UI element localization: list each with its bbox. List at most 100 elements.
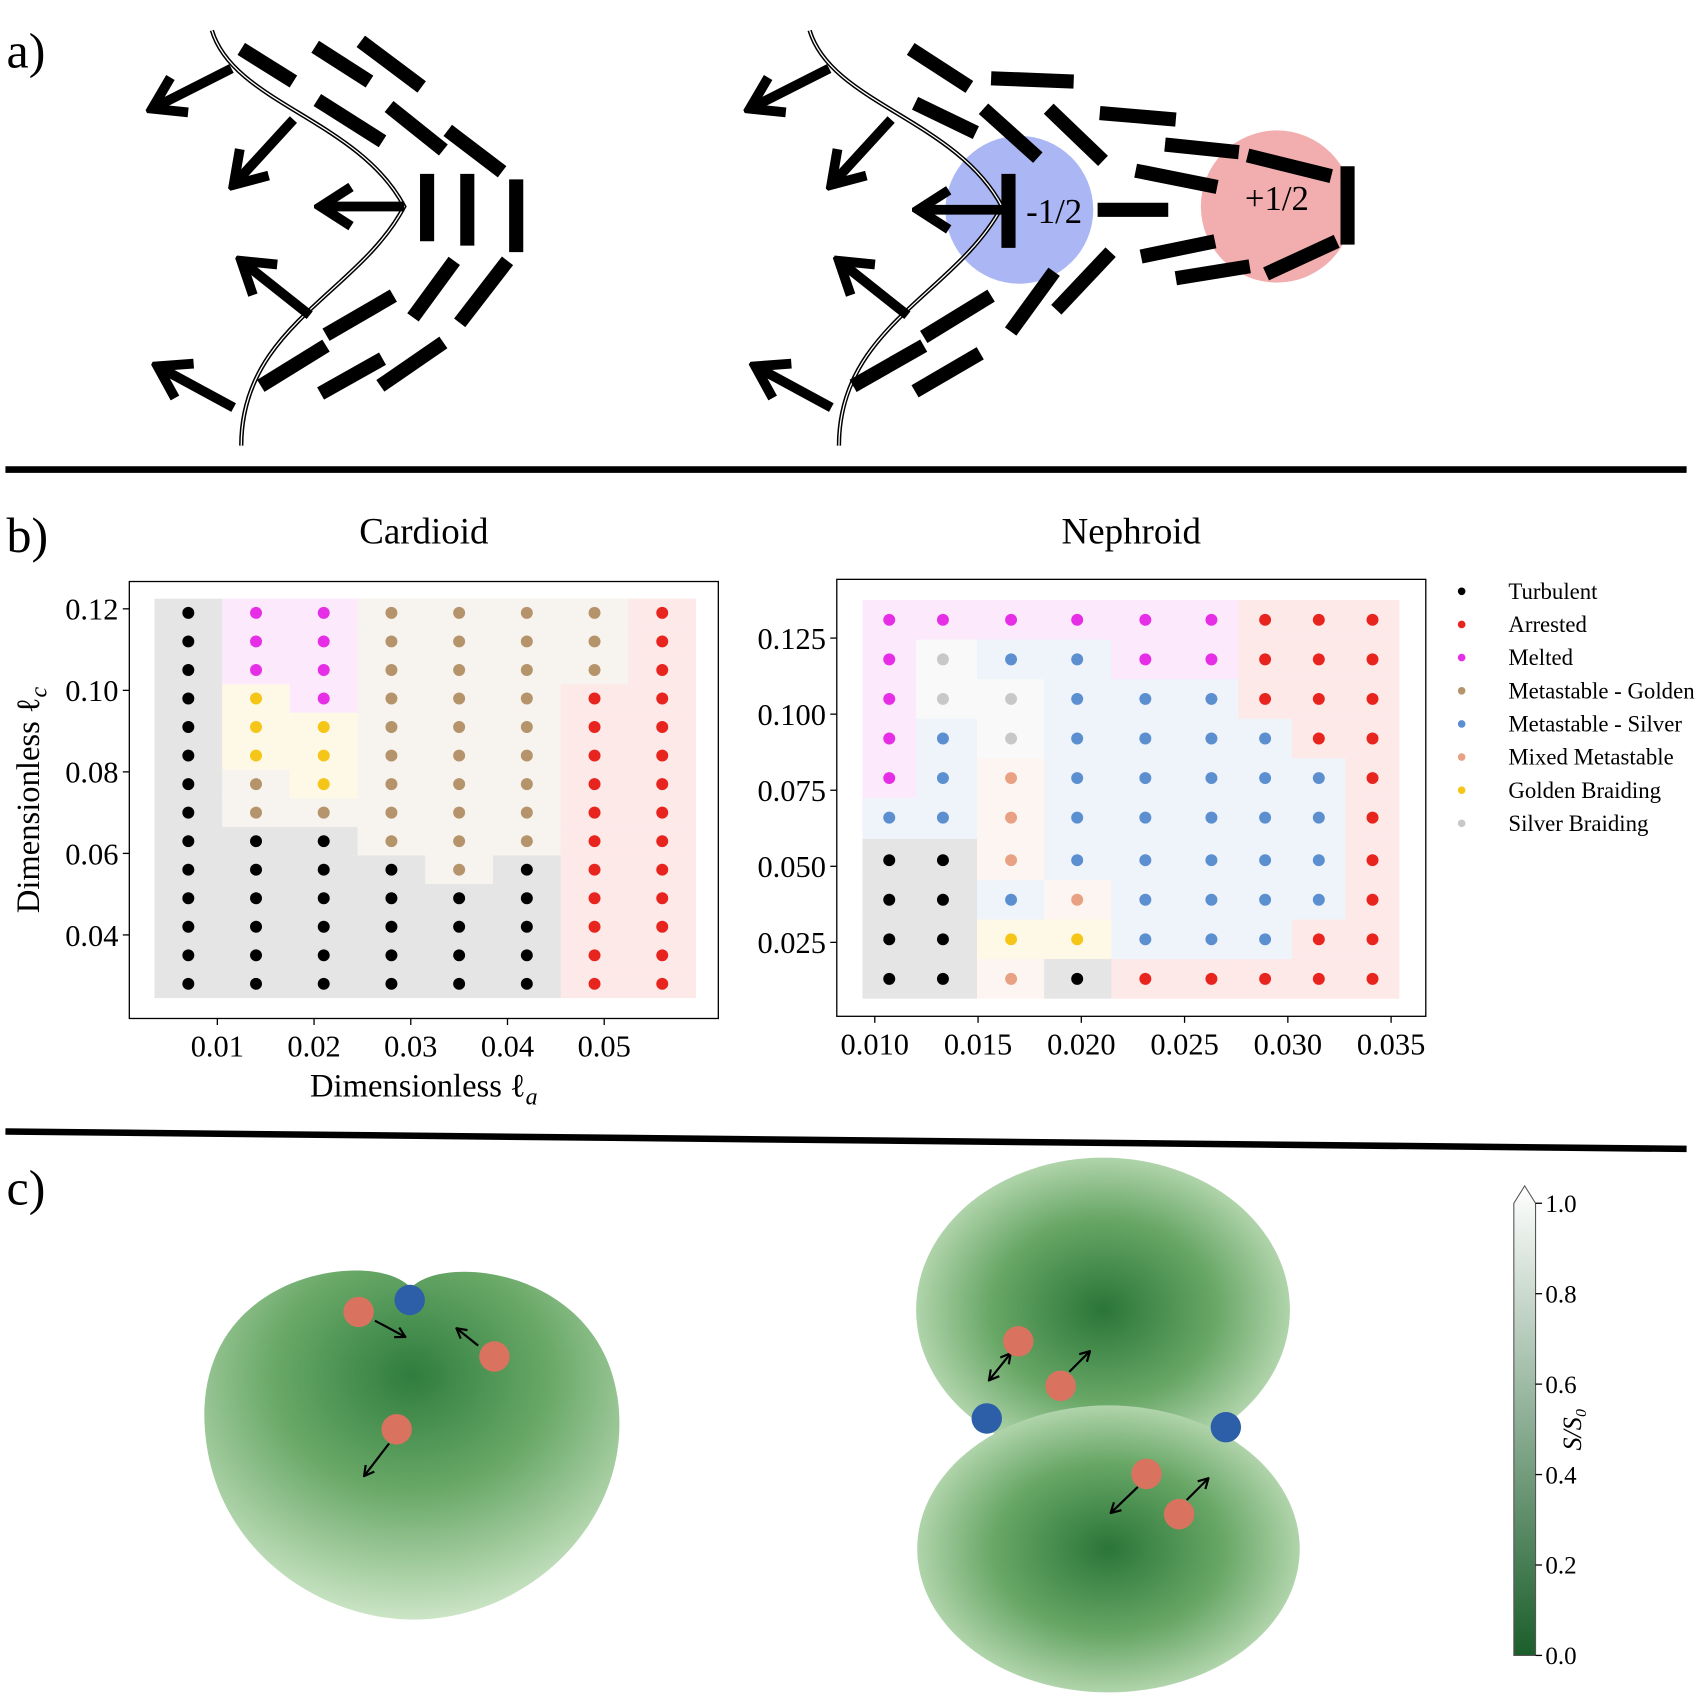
point [1205, 613, 1218, 626]
point [385, 721, 398, 734]
point [250, 663, 262, 676]
point [317, 806, 330, 819]
point [1366, 933, 1379, 946]
phase-regions [862, 600, 1400, 999]
legend-label: Golden Braiding [1508, 778, 1661, 803]
point [182, 806, 195, 819]
point [317, 778, 330, 791]
point [453, 977, 466, 990]
legend-swatch [1457, 720, 1466, 728]
point [1205, 854, 1218, 867]
point [588, 663, 601, 676]
point [250, 635, 262, 648]
point [453, 721, 466, 734]
legend-label: Metastable - Silver [1508, 712, 1682, 737]
point [656, 721, 669, 734]
point [520, 949, 533, 962]
points [182, 606, 669, 990]
point [588, 835, 601, 848]
x-tick-label: 0.035 [1357, 1027, 1425, 1061]
point [588, 863, 601, 876]
defect-label: +1/2 [1245, 179, 1309, 218]
x-tick-label: 0.04 [481, 1030, 534, 1064]
legend-label: Silver Braiding [1508, 811, 1648, 836]
panel-label: c) [7, 1159, 46, 1215]
point [936, 613, 949, 626]
point [1005, 613, 1018, 626]
legend-swatch [1457, 753, 1466, 761]
point [656, 863, 669, 876]
point [317, 920, 330, 933]
point [520, 920, 533, 933]
point [1139, 972, 1152, 985]
point [453, 920, 466, 933]
point [1071, 692, 1084, 705]
point [1139, 933, 1152, 946]
point [317, 721, 330, 734]
point [385, 778, 398, 791]
point [1071, 811, 1084, 824]
point [656, 835, 669, 848]
point [1005, 692, 1018, 705]
point [1259, 854, 1272, 867]
point [520, 977, 533, 990]
point [936, 692, 949, 705]
point [453, 863, 466, 876]
point [520, 606, 533, 619]
point [936, 653, 949, 666]
point [1205, 893, 1218, 906]
point [1071, 972, 1084, 985]
legend-label: Melted [1508, 645, 1573, 670]
point [1259, 893, 1272, 906]
point [453, 635, 466, 648]
y-tick-label: 0.04 [65, 919, 118, 953]
point [1366, 772, 1379, 785]
point [317, 863, 330, 876]
point [656, 949, 669, 962]
point [1205, 732, 1218, 745]
colorbar-tick-label: 0.2 [1545, 1553, 1576, 1580]
point [1312, 772, 1325, 785]
point [453, 835, 466, 848]
point [656, 635, 669, 648]
point [182, 835, 195, 848]
point [520, 806, 533, 819]
point [250, 778, 262, 791]
point [520, 721, 533, 734]
point [520, 835, 533, 848]
point [1366, 653, 1379, 666]
point [936, 772, 949, 785]
point [588, 977, 601, 990]
point [250, 721, 262, 734]
point [385, 663, 398, 676]
point [1005, 732, 1018, 745]
point [1259, 933, 1272, 946]
point [656, 663, 669, 676]
point [385, 920, 398, 933]
point [588, 892, 601, 905]
x-tick-label: 0.02 [287, 1030, 340, 1064]
point [1139, 613, 1152, 626]
point [883, 811, 896, 824]
point [883, 653, 896, 666]
point [250, 920, 262, 933]
point [883, 933, 896, 946]
point [1205, 933, 1218, 946]
point [1071, 893, 1084, 906]
point [1071, 732, 1084, 745]
point [385, 892, 398, 905]
chart-title: Nephroid [1062, 510, 1202, 551]
point [1071, 772, 1084, 785]
point [1139, 772, 1152, 785]
point [1259, 613, 1272, 626]
point [317, 663, 330, 676]
legend-swatch [1457, 686, 1466, 695]
colorbar-tick-label: 0.0 [1545, 1643, 1576, 1670]
point [1205, 772, 1218, 785]
illustration-right [750, 29, 1355, 446]
point [385, 835, 398, 848]
legend-label: Turbulent [1508, 579, 1598, 604]
point [182, 635, 195, 648]
colorbar-tick-label: 0.6 [1545, 1372, 1576, 1399]
